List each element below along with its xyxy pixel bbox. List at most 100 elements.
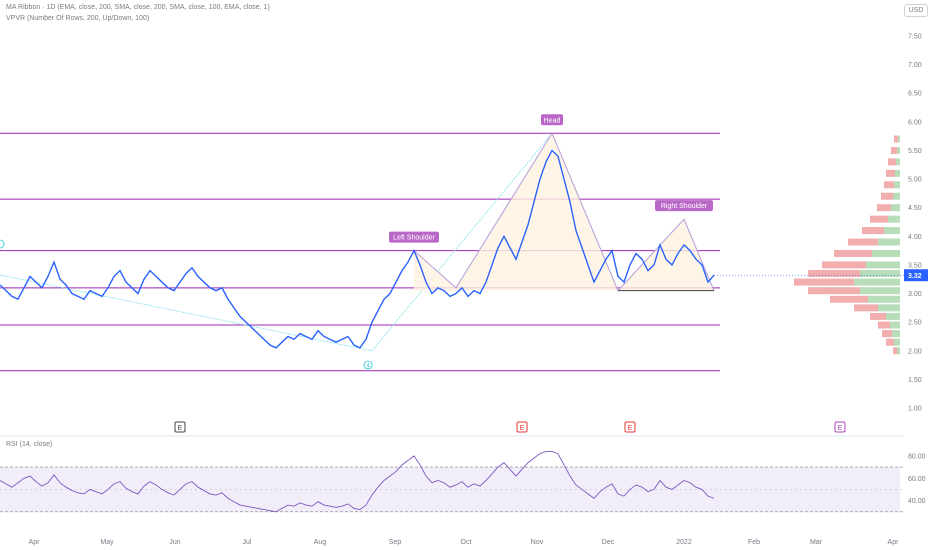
volume-bar-up (892, 330, 900, 338)
volume-bar-up (895, 169, 900, 177)
price-line (0, 149, 715, 349)
price-tick-label: 1.00 (908, 406, 922, 413)
volume-bar-down (893, 347, 897, 355)
currency-badge[interactable]: USD (904, 4, 928, 17)
pattern-label-box (389, 231, 439, 243)
price-tick-label: 6.50 (908, 91, 922, 98)
earnings-marker (834, 421, 846, 433)
rsi-tick-label: 80.00 (908, 453, 926, 460)
volume-bar-down (878, 321, 890, 329)
circle-marker (363, 360, 373, 370)
volume-bar-down (808, 287, 860, 295)
price-tick-label: 7.50 (908, 34, 922, 41)
price-tick-label: 2.50 (908, 320, 922, 327)
volume-bar-up (891, 204, 900, 212)
volume-bar-up (894, 181, 900, 189)
time-tick-label: Sep (389, 539, 402, 546)
price-tick-label: 4.00 (908, 234, 922, 241)
price-tick-label: 3.50 (908, 262, 922, 269)
pattern-fill (414, 133, 714, 291)
price-tick-label: 2.00 (908, 348, 922, 355)
volume-bar-down (854, 304, 878, 312)
time-tick-label: Apr (888, 539, 900, 546)
time-tick-label: Feb (748, 539, 760, 546)
earnings-marker-label: E (178, 425, 183, 432)
volume-bar-up (894, 338, 900, 346)
vpvr-legend[interactable]: VPVR (Number Of Rows, 200, Up/Down, 100) (6, 15, 150, 22)
volume-bar-down (830, 295, 868, 303)
volume-bar-down (870, 312, 886, 320)
time-tick-label: Jun (169, 539, 180, 546)
trend-line (371, 133, 553, 352)
volume-bar-up (888, 215, 900, 223)
time-tick-label: Dec (602, 539, 615, 546)
price-tick-label: 6.00 (908, 119, 922, 126)
volume-bar-down (886, 169, 895, 177)
volume-bar-up (896, 158, 900, 166)
last-price-box (904, 269, 928, 282)
earnings-marker (624, 421, 636, 433)
time-axis[interactable]: Apr May Jun Jul Aug Sep Oct Nov Dec 2022 Feb Mar Apr (29, 539, 900, 546)
pattern-label: Head (544, 117, 561, 124)
time-tick-label: Apr (29, 539, 41, 546)
volume-bar-down (882, 330, 892, 338)
last-price-label: 3.32 (908, 273, 922, 280)
volume-bar-up (878, 238, 900, 246)
volume-bar-up (893, 192, 900, 200)
volume-profile (794, 135, 900, 355)
price-series: 3.32 4 (0, 149, 928, 370)
price-tick-label: 1.50 (908, 377, 922, 384)
pattern-outline (413, 132, 715, 292)
volume-bar-down (884, 181, 894, 189)
time-tick-label: Aug (314, 539, 327, 546)
volume-bar-down (834, 249, 872, 257)
volume-bar-down (848, 238, 878, 246)
pattern-label: Right Shoulder (661, 203, 708, 210)
price-tick-label: 5.00 (908, 177, 922, 184)
volume-bar-down (891, 146, 897, 154)
volume-bar-up (897, 146, 900, 154)
price-axis[interactable]: 1.00 1.50 2.00 2.50 3.00 3.50 4.00 4.50 5.00 5.50… (908, 34, 922, 413)
volume-bar-up (886, 312, 900, 320)
volume-bar-down (877, 204, 891, 212)
pattern-label: Left Shoulder (393, 235, 435, 242)
price-tick-label: 4.50 (908, 205, 922, 212)
volume-bar-up (868, 295, 900, 303)
time-tick-label: Oct (461, 539, 472, 546)
volume-bar-up (897, 347, 900, 355)
volume-bar-down (888, 158, 896, 166)
time-tick-label: Jul (243, 539, 252, 546)
circle-marker (0, 239, 5, 249)
rsi-tick-label: 40.00 (908, 498, 926, 505)
price-tick-label: 3.00 (908, 291, 922, 298)
time-tick-label: May (100, 539, 114, 546)
rsi-pane[interactable]: 80.00 60.00 40.00 (0, 435, 926, 513)
rsi-legend[interactable]: RSI (14, close) (6, 441, 53, 448)
pattern-label-box (655, 200, 713, 212)
volume-bar-up (890, 321, 900, 329)
circle-marker-label: 4 (366, 364, 370, 370)
volume-bar-down (870, 215, 888, 223)
time-tick-label: 2022 (676, 539, 692, 546)
volume-bar-up (878, 304, 900, 312)
ma-ribbon-legend[interactable]: MA Ribbon · 1D (EMA, close, 200, SMA, cl… (6, 4, 270, 11)
time-tick-label: Nov (531, 539, 544, 546)
earnings-marker-label: E (520, 425, 525, 432)
trend-line (0, 274, 373, 352)
volume-bar-down (822, 261, 866, 269)
volume-bar-up (854, 278, 900, 286)
price-tick-label: 5.50 (908, 148, 922, 155)
volume-bar-down (808, 270, 860, 278)
earnings-marker (516, 421, 528, 433)
volume-bar-up (866, 261, 900, 269)
earnings-marker-label: E (838, 425, 843, 432)
volume-bar-down (862, 227, 884, 235)
rsi-tick-label: 60.00 (908, 476, 926, 483)
volume-bar-up (860, 270, 900, 278)
pattern-label-box (541, 114, 563, 126)
volume-bar-down (881, 192, 893, 200)
volume-bar-down (794, 278, 854, 286)
price-tick-label: 7.00 (908, 62, 922, 69)
